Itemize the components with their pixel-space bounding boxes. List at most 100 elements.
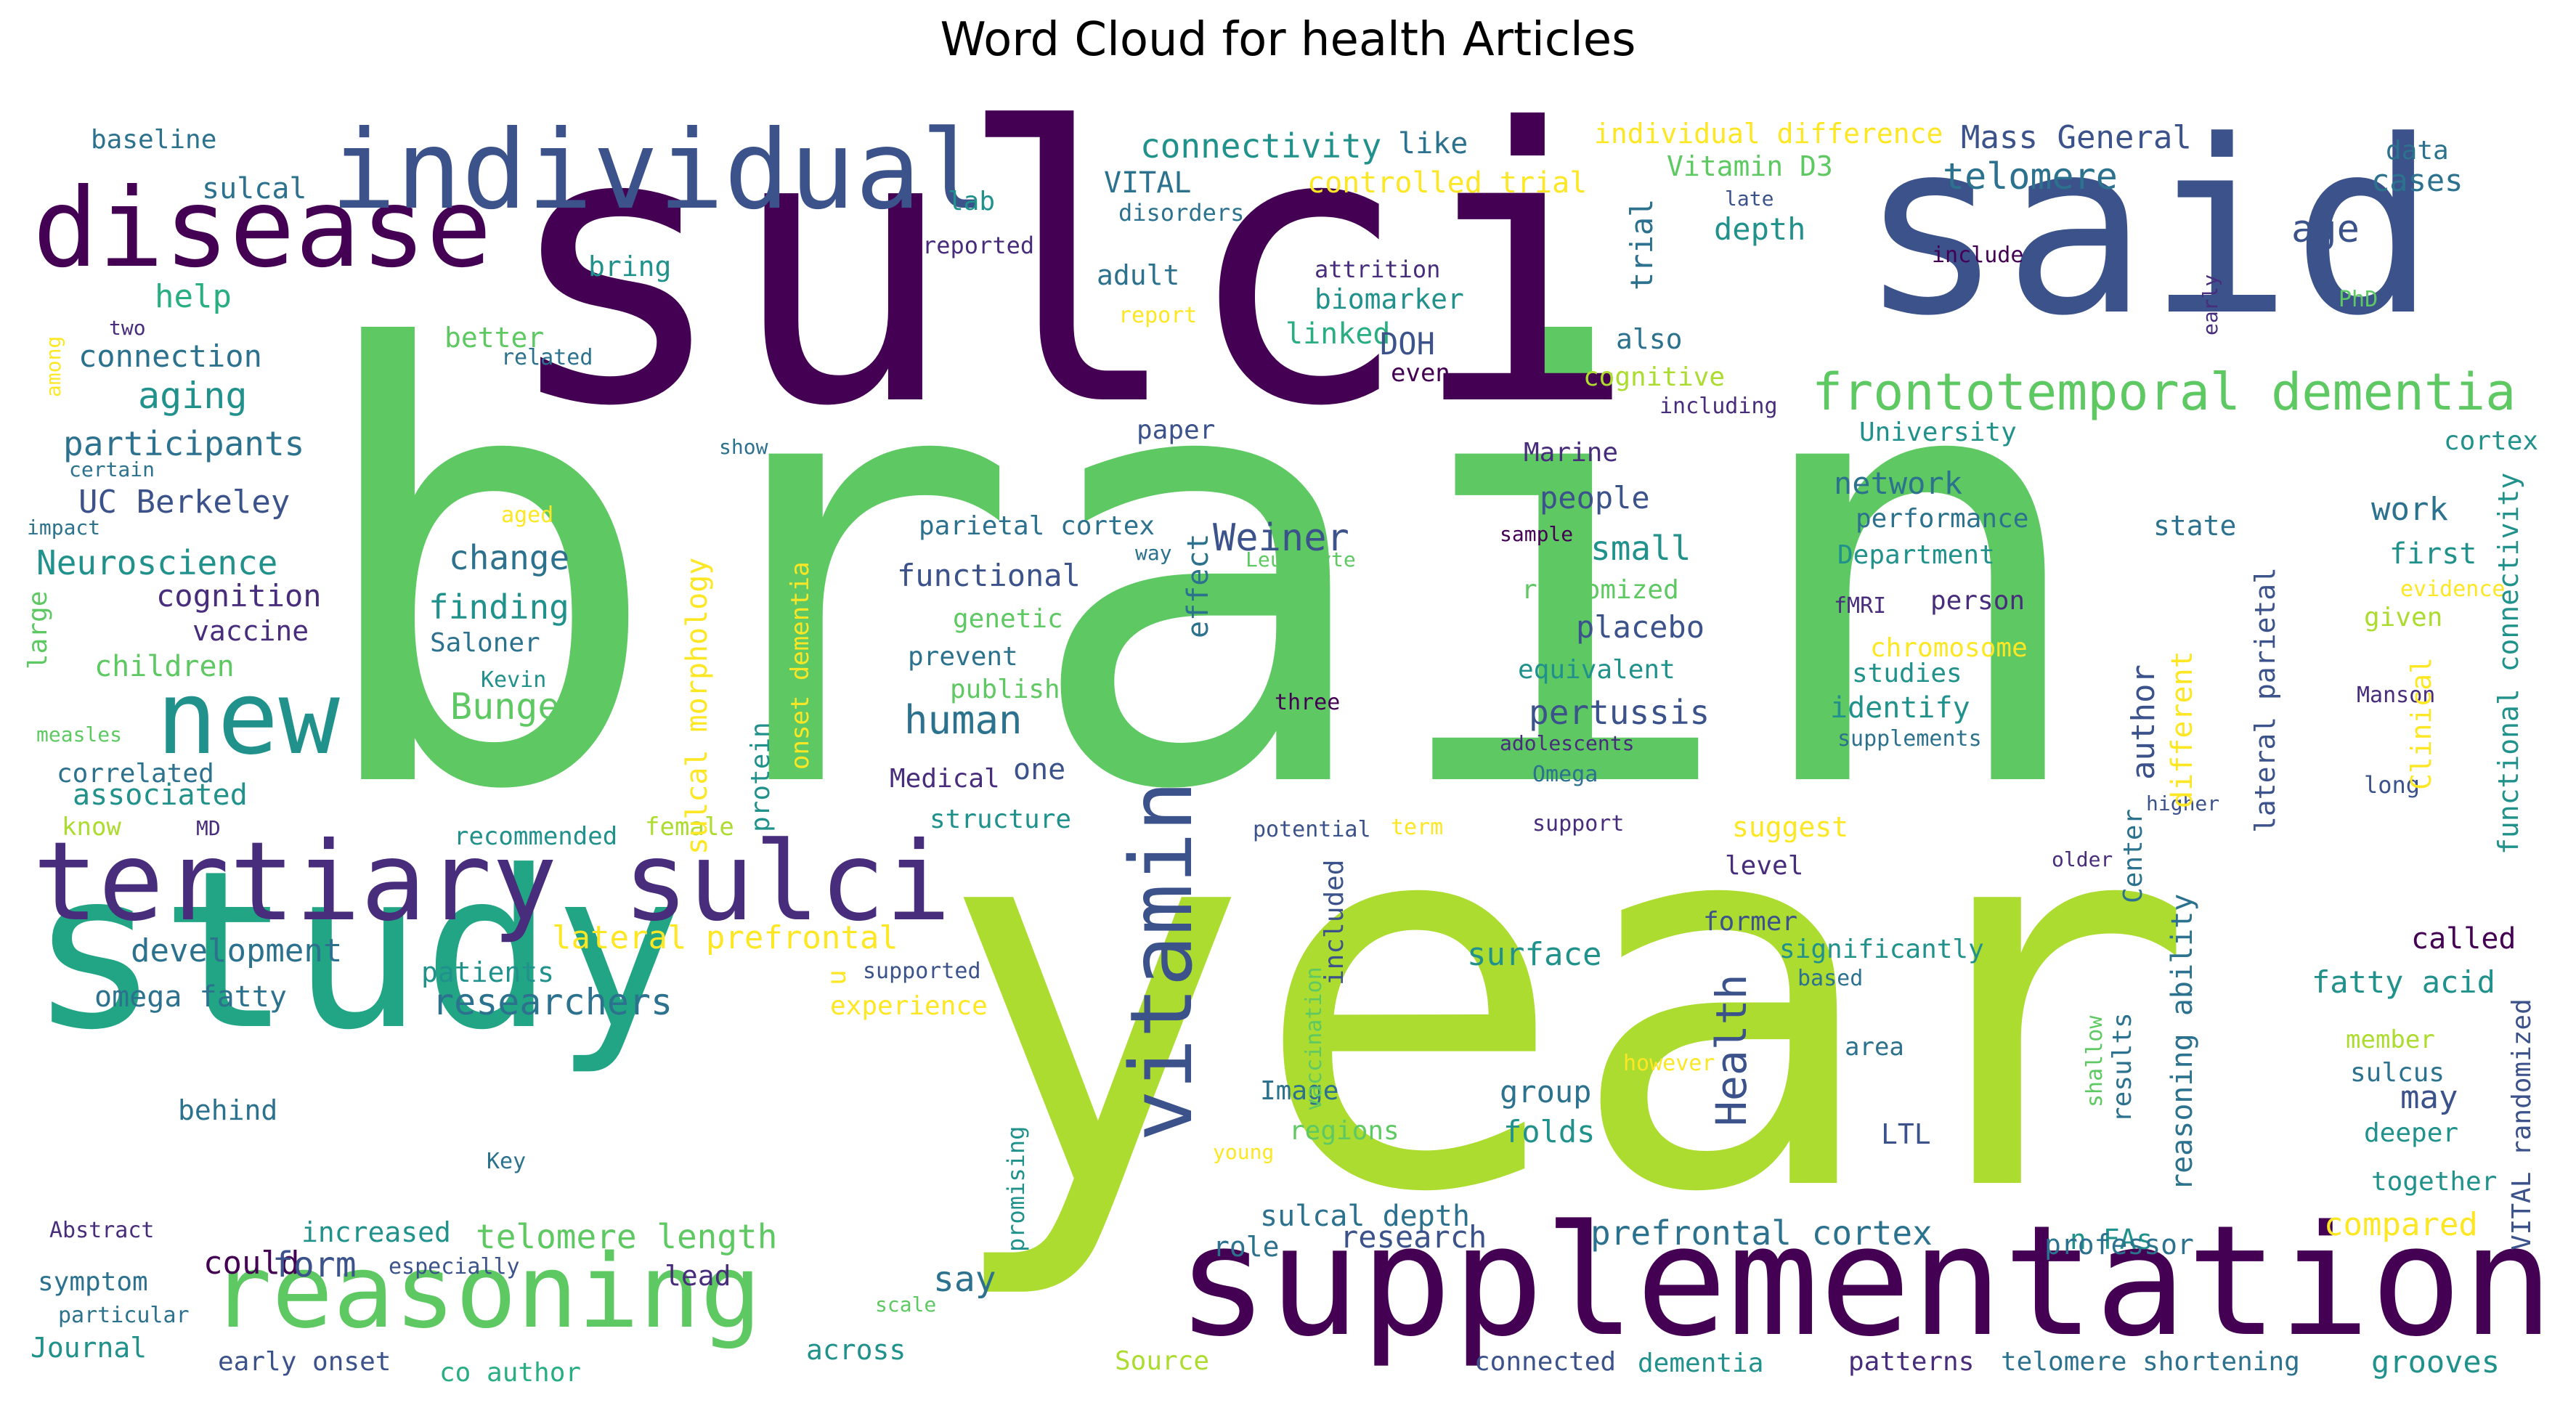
word-across: across (806, 1334, 906, 1366)
word-randomized: randomized (1521, 575, 1679, 605)
word-grooves: grooves (2371, 1344, 2500, 1380)
word-brain: brain (305, 227, 2098, 920)
word-attrition: attrition (1315, 256, 1441, 283)
word-researchers: researchers (432, 981, 673, 1023)
word-person: person (1930, 586, 2026, 616)
word-patterns: patterns (1848, 1347, 1975, 1377)
word-together: together (2371, 1167, 2498, 1197)
word-lab: lab (948, 187, 996, 216)
word-cases: cases (2371, 163, 2463, 198)
word-data: data (2386, 136, 2449, 166)
word-first: first (2389, 537, 2477, 571)
word-center: Center (2118, 808, 2148, 903)
word-clinical: Clinical (2405, 656, 2437, 790)
word-early-onset: early onset (218, 1347, 391, 1377)
word-disease: disease (33, 166, 492, 292)
word-report: report (1118, 303, 1198, 328)
word-telomere-shortening: telomere shortening (2001, 1347, 2300, 1377)
chart-title: Word Cloud for health Articles (940, 13, 1636, 67)
word-better: better (444, 322, 545, 354)
word-young: young (1213, 1140, 1275, 1164)
word-ltl: LTL (1881, 1118, 1931, 1150)
word-study: study (29, 824, 686, 1078)
word-folds: folds (1503, 1114, 1596, 1149)
word-member: member (2346, 1025, 2435, 1054)
word-may: may (2400, 1079, 2458, 1116)
word-sulcal: sulcal (202, 172, 307, 205)
word-connectivity: connectivity (1140, 126, 1382, 166)
word-health: Health (1707, 974, 1756, 1126)
word-compared: compared (2324, 1206, 2478, 1243)
word-correlated: correlated (57, 759, 214, 789)
word-manson: Manson (2357, 683, 2436, 708)
word-adolescents: adolescents (1500, 731, 1635, 755)
word-prefrontal-cortex: prefrontal cortex (1590, 1213, 1933, 1253)
word-cortex: cortex (2444, 426, 2539, 456)
word-individual: individual (330, 107, 987, 234)
word-structure: structure (930, 805, 1072, 834)
word-connected: connected (1474, 1347, 1617, 1377)
word-scale: scale (875, 1293, 937, 1317)
word-long: long (2364, 771, 2421, 799)
word-onset-dementia: onset dementia (786, 561, 815, 770)
word-age: age (2291, 208, 2360, 251)
word-among: among (41, 335, 65, 397)
word-frontotemporal-dementia: frontotemporal dementia (1812, 362, 2516, 422)
word-vitamin-d3: Vitamin D3 (1667, 150, 1833, 182)
word-help: help (155, 278, 232, 315)
word-bunge: Bunge (450, 685, 560, 728)
word-state: state (2153, 510, 2237, 542)
word-disorders: disorders (1118, 199, 1245, 227)
word-fatty-acid: fatty acid (2312, 964, 2495, 1000)
word-vaccination: vaccination (1301, 967, 1327, 1111)
word-phd: PhD (2339, 287, 2378, 312)
word-change: change (449, 538, 570, 577)
word-placebo: placebo (1576, 609, 1705, 645)
word-medical: Medical (890, 764, 1000, 794)
word-sulcal-depth: sulcal depth (1260, 1200, 1470, 1233)
word-saloner: Saloner (430, 628, 540, 658)
word-however: however (1623, 1051, 1715, 1076)
word-promising: promising (1002, 1126, 1030, 1252)
word-level: level (1725, 851, 1804, 881)
word-different: different (2166, 651, 2199, 808)
word-lateral-parietal: lateral parietal (2249, 566, 2281, 833)
word-genetic: genetic (953, 604, 1063, 634)
word-image: Image (1260, 1076, 1339, 1106)
word-supplementation: supplementation (1177, 1192, 2554, 1370)
word-regions: regions (1289, 1116, 1399, 1146)
word-term: term (1391, 815, 1444, 840)
word-telomere: telomere (1943, 155, 2118, 198)
word-cognition: cognition (156, 578, 322, 614)
word-shallow: shallow (2082, 1015, 2108, 1107)
word-bring: bring (588, 251, 672, 282)
word-co-author: co author (439, 1358, 582, 1388)
word-one: one (1013, 753, 1066, 786)
word-protein: protein (746, 722, 776, 832)
word-baseline: baseline (91, 125, 217, 155)
word-group: group (1500, 1074, 1592, 1110)
word-marine: Marine (1524, 438, 1619, 468)
word-leukocyte: Leukocyte (1246, 548, 1356, 571)
word-weiner: Weiner (1213, 516, 1349, 560)
word-uc-berkeley: UC Berkeley (78, 484, 290, 521)
word-potential: potential (1253, 817, 1371, 842)
word-reasoning-ability: reasoning ability (2166, 893, 2199, 1191)
word-late: late (1725, 187, 1774, 211)
word-children: children (94, 650, 235, 683)
word-associated: associated (73, 778, 248, 812)
word-aging: aging (138, 375, 248, 417)
word-n-fas: n FAs (2070, 1224, 2153, 1256)
word-symptom: symptom (38, 1267, 148, 1297)
word-studies: studies (1852, 659, 1962, 688)
word-even: even (1391, 359, 1450, 388)
word-biomarker: biomarker (1315, 283, 1464, 315)
word-sulcal-morphology: sulcal morphology (680, 557, 714, 855)
word-behind: behind (178, 1094, 278, 1126)
word-older: older (2052, 847, 2113, 871)
word-three: three (1275, 690, 1341, 715)
word-say: say (933, 1259, 996, 1300)
word-connection: connection (78, 338, 262, 374)
word-telomere-length: telomere length (476, 1217, 778, 1256)
